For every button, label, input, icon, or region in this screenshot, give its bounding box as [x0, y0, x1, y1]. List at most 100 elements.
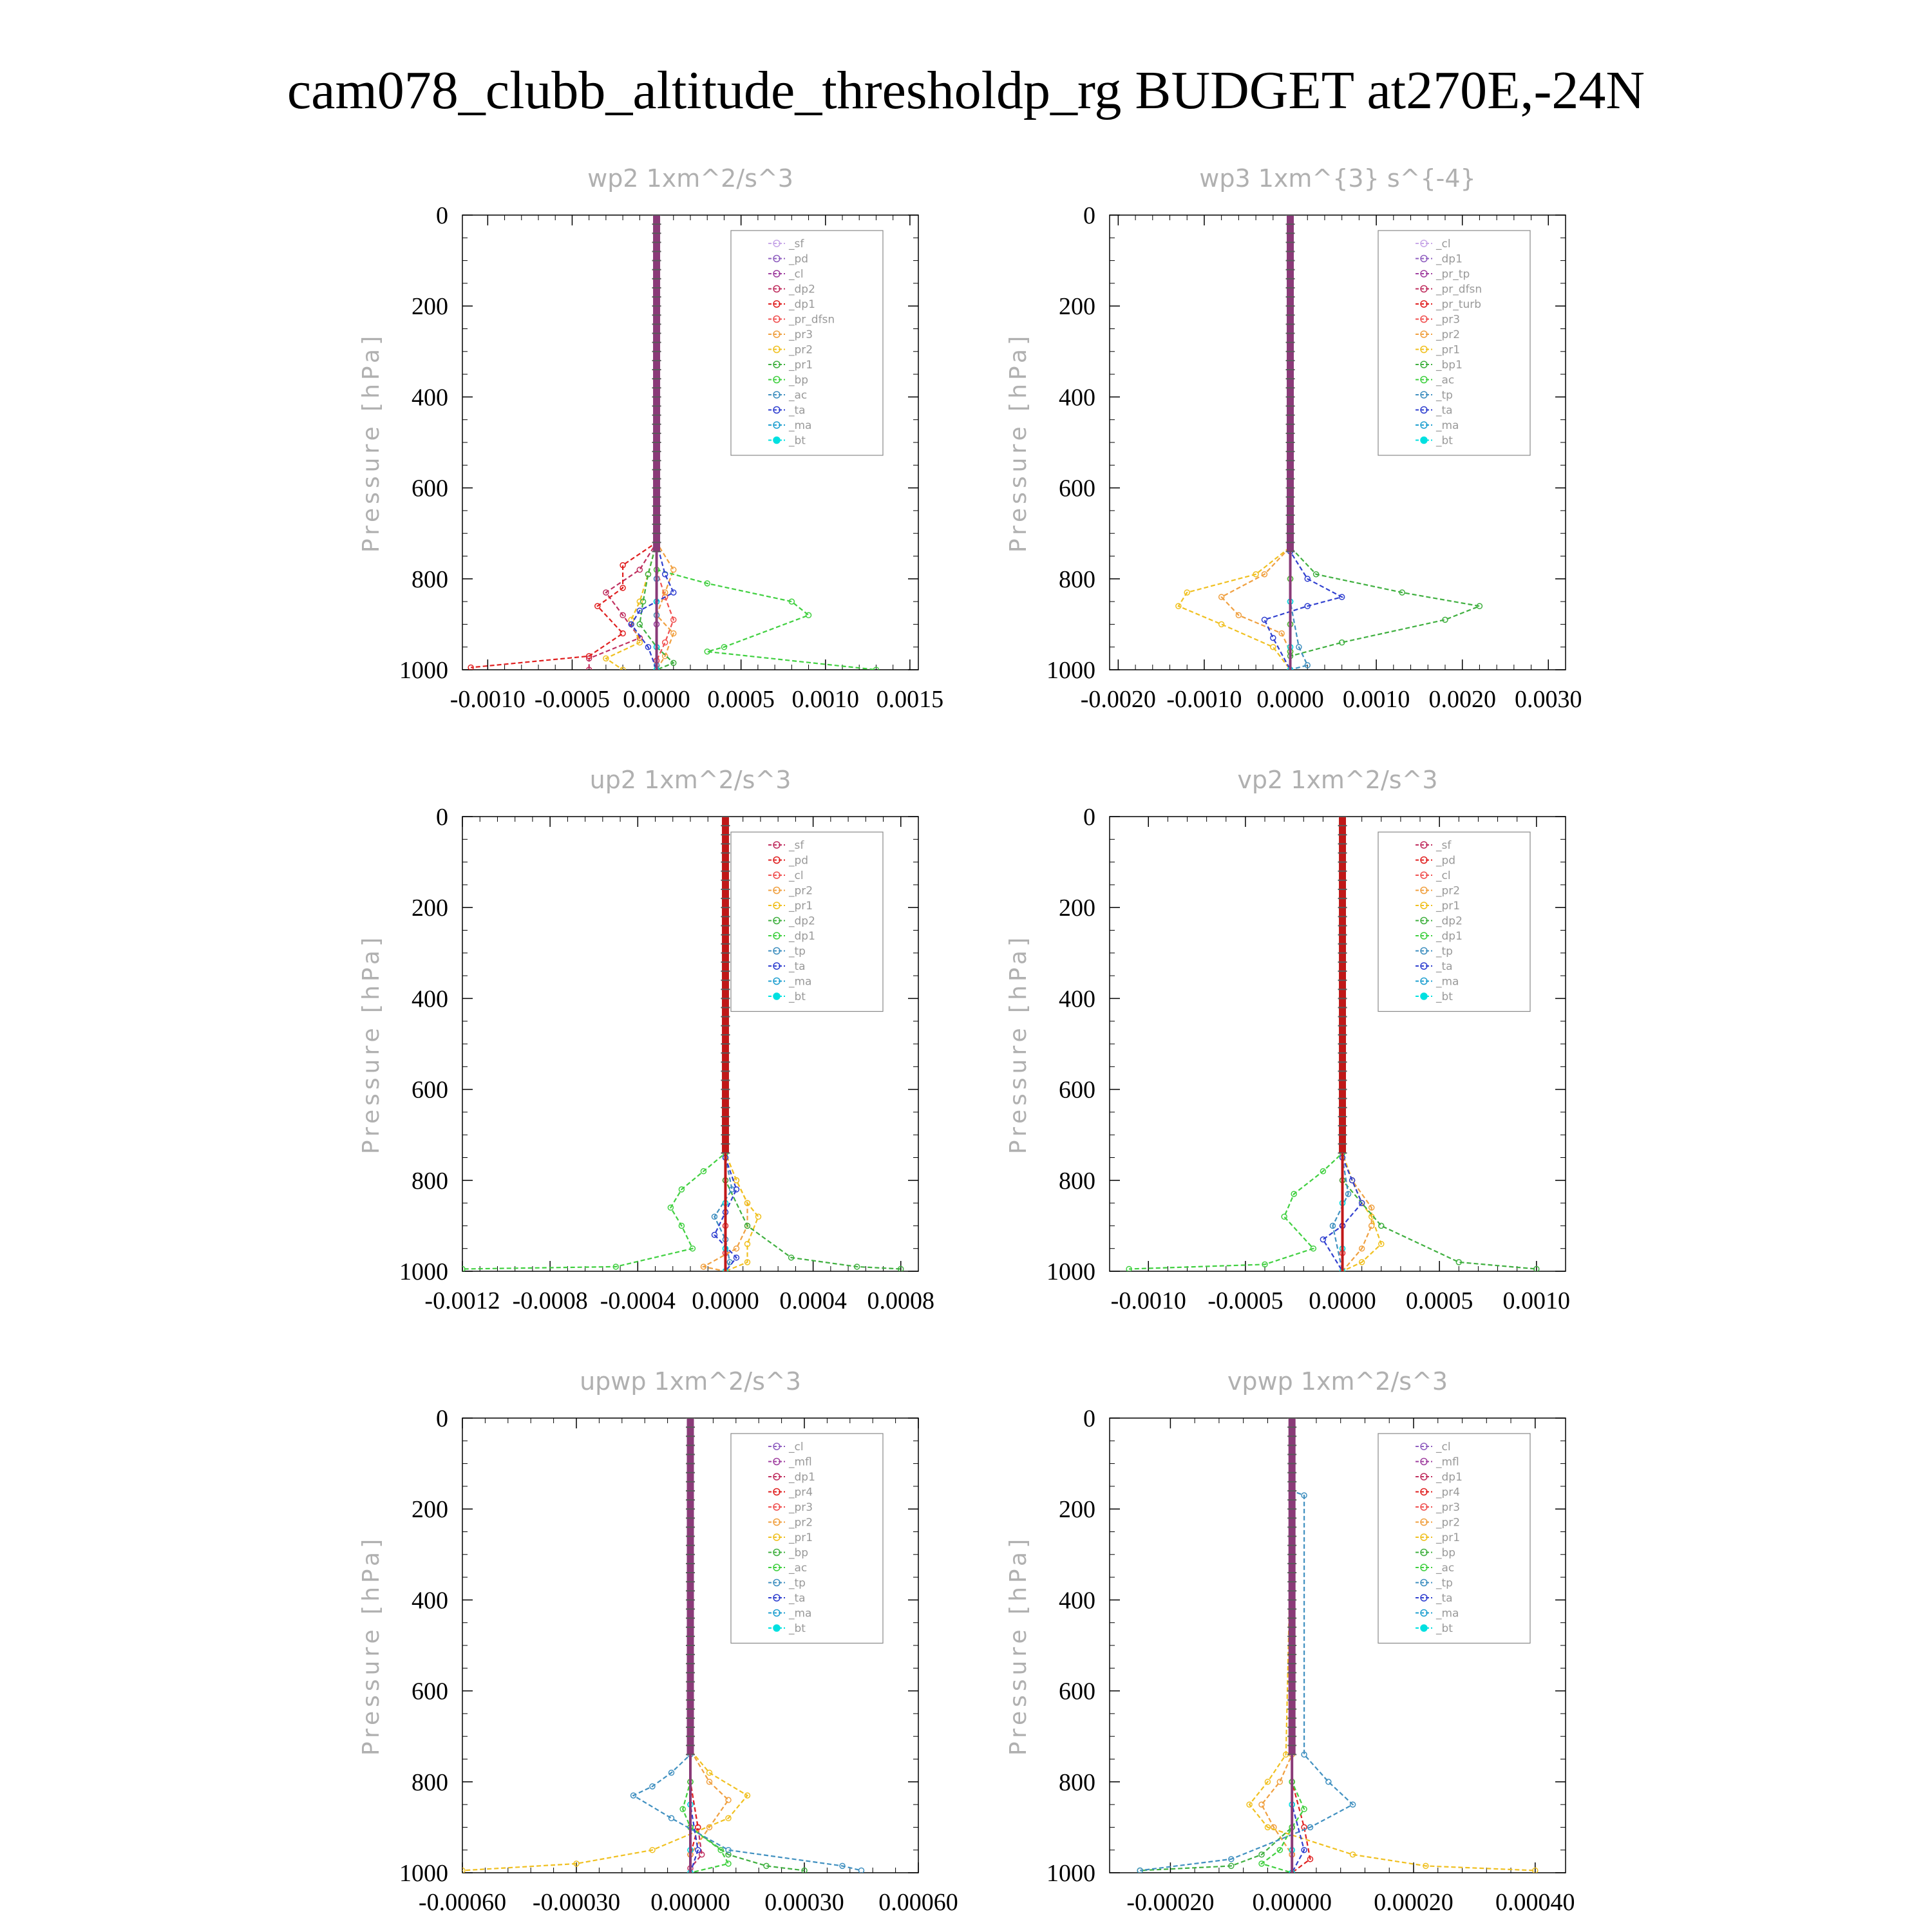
legend-marker [1420, 1518, 1428, 1526]
y-tick-label: 0 [1083, 804, 1095, 831]
y-tick-label: 200 [1059, 293, 1095, 320]
legend-entry: _pr_dfsn [788, 314, 835, 327]
series-group [462, 817, 904, 1271]
legend-marker [773, 1609, 781, 1617]
series-line-pr2 [689, 1418, 730, 1873]
x-tick-label: -0.0008 [513, 1287, 588, 1314]
data-point [1378, 1240, 1385, 1247]
legend-marker [1420, 1624, 1428, 1632]
series-line-bp1 [1289, 215, 1482, 670]
legend-entry: _bp [1435, 1547, 1455, 1560]
y-tick-label: 800 [1059, 1769, 1095, 1796]
x-tick-label: 0.0000 [1256, 686, 1324, 713]
data-point [620, 562, 626, 569]
series-group [1126, 817, 1540, 1271]
data-point [1228, 1862, 1235, 1870]
data-point [1281, 1213, 1287, 1220]
legend-marker [1420, 1503, 1428, 1511]
legend-entry: _ac [788, 1562, 807, 1575]
legend-entry: _dp2 [788, 915, 815, 928]
legend-box [1378, 831, 1531, 1012]
data-point [1310, 1245, 1317, 1252]
legend-marker [773, 1564, 781, 1571]
legend-marker [773, 1457, 781, 1466]
data-point [1218, 621, 1225, 628]
x-tick-label: 0.0000 [1309, 1287, 1376, 1314]
y-tick-label: 600 [412, 1678, 448, 1705]
data-point [1358, 1259, 1365, 1265]
legend-entry: _sf [788, 238, 804, 251]
y-tick-label: 400 [1059, 985, 1095, 1012]
legend-marker [773, 1624, 781, 1632]
legend-entry: _pr3 [788, 328, 813, 341]
data-point [612, 1264, 620, 1270]
data-point [1301, 1846, 1307, 1853]
y-tick-label: 200 [412, 293, 448, 320]
y-tick-label: 600 [1059, 475, 1095, 502]
data-point [462, 1867, 466, 1873]
data-point [1532, 1867, 1539, 1873]
legend-marker [1420, 947, 1428, 955]
legend-marker [773, 300, 781, 308]
y-tick-label: 400 [1059, 384, 1095, 411]
x-tick-label: 0.0008 [867, 1287, 935, 1314]
data-point [1320, 1168, 1327, 1175]
legend-marker [773, 1473, 781, 1481]
data-point [788, 1255, 795, 1261]
y-tick-label: 0 [436, 804, 448, 831]
chart-panel-5: upwp 1xm^2/s^3 Pressure [hPa] 0 200 400 600 80… [358, 1367, 958, 1916]
legend-marker [773, 1578, 781, 1587]
x-tick-label: 0.0000 [623, 686, 690, 713]
data-point [873, 667, 880, 670]
chart-panel-3: up2 1xm^2/s^3 Pressure [hPa] 0 200 400 600 800… [358, 766, 934, 1314]
data-point [1345, 1191, 1352, 1197]
data-point [668, 1769, 675, 1776]
legend-entry: _mfl [788, 1456, 812, 1469]
legend-marker [1420, 1443, 1428, 1450]
data-point [670, 566, 677, 573]
series-line-pr2 [1220, 215, 1291, 670]
x-tick-label: 0.00000 [1252, 1889, 1332, 1916]
legend-marker [773, 871, 781, 879]
data-point [630, 1792, 637, 1799]
legend-entry: _pr3 [1435, 314, 1460, 327]
y-tick-label: 0 [436, 1405, 448, 1432]
legend-entry: _ta [1435, 1592, 1453, 1605]
x-tick-label: 0.00030 [764, 1889, 844, 1916]
legend-entry: _bt [1435, 990, 1453, 1003]
y-tick-label: 400 [412, 985, 448, 1012]
series-group [468, 215, 880, 670]
panel-title: vpwp 1xm^2/s^3 [1227, 1367, 1448, 1396]
series-line-pr2 [604, 215, 658, 670]
series-line-tp [632, 1418, 862, 1871]
data-point [1304, 662, 1311, 668]
legend-entry: _ta [1435, 960, 1453, 973]
legend-marker [1420, 254, 1428, 263]
legend-marker [773, 330, 781, 338]
legend-entry: _tp [788, 1577, 806, 1590]
legend-marker [1420, 1473, 1428, 1481]
data-point [1325, 1779, 1332, 1785]
data-point [1349, 1801, 1356, 1808]
legend-entry: _dp1 [1435, 1471, 1463, 1484]
data-point [636, 639, 643, 646]
data-point [717, 1846, 724, 1853]
legend-marker [773, 315, 781, 323]
data-point [661, 653, 668, 659]
legend-marker [1420, 240, 1428, 247]
legend-entry: _ma [788, 976, 811, 989]
data-point [733, 1255, 740, 1261]
data-point [1137, 1867, 1143, 1873]
legend-marker [1420, 902, 1428, 909]
legend-entry: _dp1 [1435, 930, 1463, 943]
data-point [636, 566, 643, 573]
data-point [1329, 1222, 1336, 1229]
y-tick-label: 1000 [1046, 1258, 1095, 1285]
data-point [1304, 603, 1311, 609]
data-point [711, 1231, 718, 1238]
series-line-pr1 [724, 817, 759, 1271]
x-tick-label: -0.00060 [419, 1889, 506, 1916]
legend-entry: _pr1 [788, 359, 813, 372]
legend-entry: _ta [788, 960, 806, 973]
series-line-pr1 [1177, 215, 1291, 670]
